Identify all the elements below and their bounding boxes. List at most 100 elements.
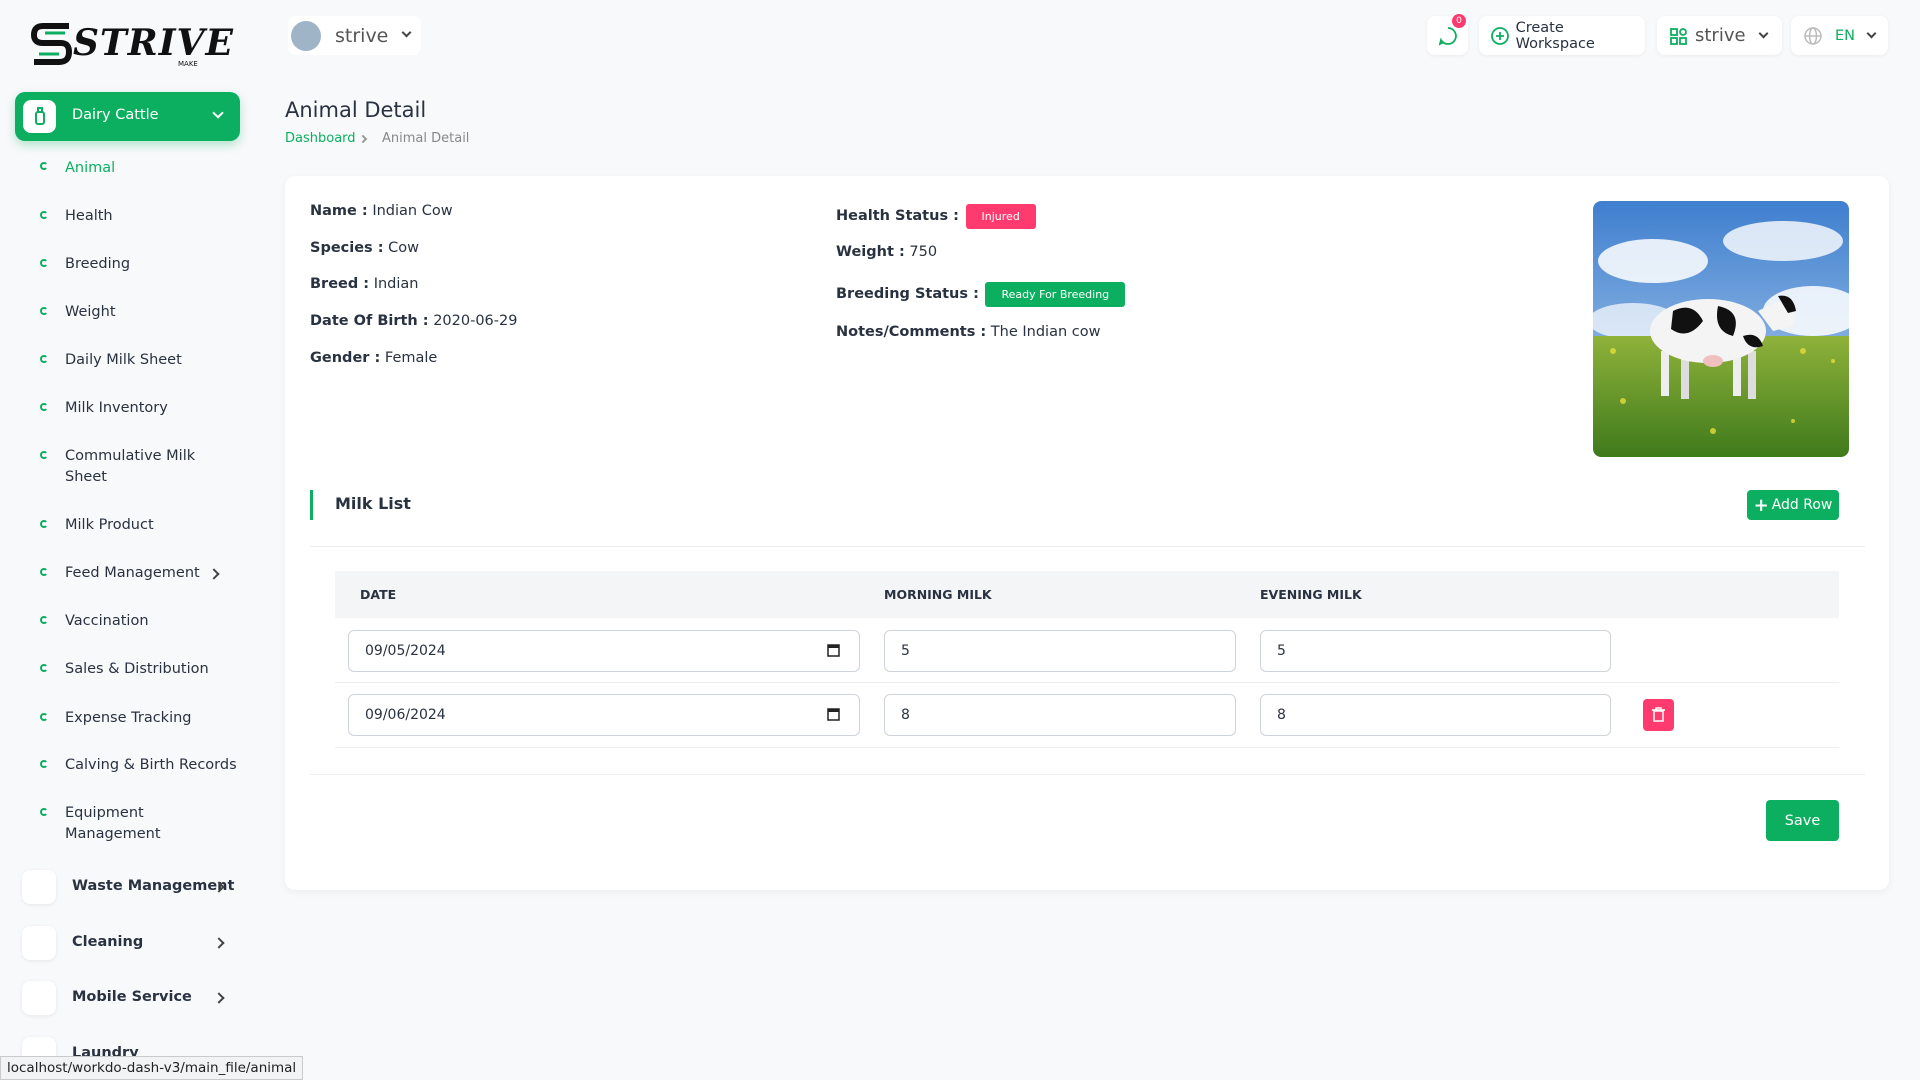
- decoration: [1438, 26, 1457, 46]
- decoration: [40, 162, 48, 170]
- decoration: [213, 937, 225, 949]
- decoration: [310, 546, 1865, 547]
- decoration: [40, 808, 48, 816]
- create-workspace-label: Create Workspace: [1515, 19, 1595, 52]
- menu-item[interactable]: Feed Management: [65, 565, 200, 581]
- decoration: Notes/Comments : The Indian cow: [836, 324, 1100, 340]
- menu-group[interactable]: Cleaning: [72, 934, 144, 950]
- menu-item[interactable]: Equipment Management: [65, 805, 161, 842]
- decoration: [40, 451, 48, 459]
- menu-item[interactable]: Milk Product: [65, 517, 154, 533]
- decoration: Species : Cow: [310, 240, 419, 256]
- decoration: [335, 571, 1839, 618]
- decoration: [291, 20, 321, 51]
- active-group[interactable]: Dairy Cattle: [15, 92, 240, 141]
- decoration: [39, 31, 65, 56]
- delete-button[interactable]: [1643, 699, 1674, 731]
- date-input[interactable]: 09/05/2024: [348, 630, 860, 672]
- decoration: [827, 644, 840, 657]
- decoration: [1791, 419, 1795, 423]
- decoration: [208, 568, 220, 580]
- decoration: [1661, 351, 1669, 396]
- decoration: [1620, 398, 1626, 404]
- decoration: [40, 664, 48, 672]
- decoration: [40, 259, 48, 267]
- menu-item[interactable]: Milk Inventory: [65, 400, 168, 416]
- add-row-button[interactable]: + Add Row: [1747, 490, 1839, 520]
- decoration: [1679, 36, 1687, 45]
- field-label: Weight :: [836, 244, 905, 260]
- decoration: Breed : Indian: [310, 276, 419, 292]
- decoration: [40, 355, 48, 363]
- breadcrumb-link[interactable]: Dashboard: [285, 131, 356, 146]
- date-input[interactable]: 09/06/2024: [348, 694, 860, 736]
- decoration: [35, 107, 45, 125]
- decoration: [1491, 26, 1509, 45]
- menu-item[interactable]: Health: [65, 208, 113, 224]
- menu-item[interactable]: Animal: [65, 160, 116, 176]
- decoration: [22, 870, 56, 904]
- decoration: [1681, 351, 1689, 399]
- save-button[interactable]: Save: [1766, 800, 1839, 841]
- decoration: [401, 27, 412, 38]
- decoration: Gender : Female: [310, 350, 437, 366]
- morning-input[interactable]: 8: [884, 694, 1236, 736]
- page-title: Animal Detail: [285, 98, 427, 122]
- notifications[interactable]: 0: [1427, 14, 1468, 55]
- decoration: [40, 211, 48, 219]
- decoration: [40, 760, 48, 768]
- decoration: [1723, 221, 1843, 261]
- workspace-select[interactable]: strive: [288, 16, 421, 55]
- column-header: MORNING MILK: [884, 587, 992, 602]
- menu-item[interactable]: Sales & Distribution: [65, 661, 209, 677]
- decoration: [40, 568, 48, 576]
- logo-sub: MAKE: [178, 60, 198, 68]
- evening-input[interactable]: 8: [1260, 694, 1611, 736]
- decoration: [1804, 26, 1822, 45]
- menu-group[interactable]: Waste Management: [72, 878, 235, 894]
- logo[interactable]: STRIVE MAKE: [31, 18, 233, 68]
- decoration: [1831, 359, 1835, 363]
- decoration: [335, 747, 1839, 748]
- decoration: [1650, 299, 1766, 363]
- menu-item[interactable]: Commulative Milk Sheet: [65, 448, 196, 485]
- decoration: [310, 774, 1865, 775]
- decoration: [828, 645, 839, 648]
- decoration: [35, 111, 45, 125]
- decoration: Health Status : Injured: [836, 204, 1036, 229]
- status-badge: Ready For Breeding: [985, 282, 1126, 307]
- decoration: [1670, 27, 1687, 45]
- decoration: [1733, 351, 1741, 396]
- decoration: [22, 926, 56, 960]
- user-workspace-name: strive: [1695, 25, 1746, 46]
- decoration: Weight : 750: [836, 244, 937, 260]
- menu-item[interactable]: Weight: [65, 304, 116, 320]
- decoration: [1670, 27, 1678, 36]
- evening-input[interactable]: 5: [1260, 630, 1611, 672]
- decoration: [1652, 707, 1665, 711]
- decoration: [1758, 28, 1769, 39]
- decoration: [1778, 295, 1796, 313]
- menu-group[interactable]: Mobile Service: [72, 989, 192, 1005]
- decoration: [1593, 201, 1849, 457]
- create-workspace[interactable]: Create Workspace: [1479, 16, 1645, 55]
- language[interactable]: EN: [1791, 16, 1888, 55]
- menu-item[interactable]: Calving & Birth Records: [65, 757, 237, 773]
- decoration: [1610, 344, 1835, 434]
- decoration: [1652, 707, 1665, 722]
- decoration: [40, 713, 48, 721]
- decoration: [310, 490, 313, 520]
- field-label: Name :: [310, 203, 368, 219]
- menu-item[interactable]: Breeding: [65, 256, 131, 272]
- user-workspace[interactable]: strive: [1657, 16, 1782, 55]
- field-label: Health Status :: [836, 208, 959, 224]
- morning-input[interactable]: 5: [884, 630, 1236, 672]
- menu-item[interactable]: Daily Milk Sheet: [65, 352, 182, 368]
- decoration: [22, 981, 56, 1015]
- decoration: [827, 708, 840, 721]
- menu-item[interactable]: Vaccination: [65, 613, 149, 629]
- field-label: Gender :: [310, 350, 381, 366]
- breadcrumb-current: Animal Detail: [382, 131, 470, 146]
- menu-item[interactable]: Expense Tracking: [65, 710, 192, 726]
